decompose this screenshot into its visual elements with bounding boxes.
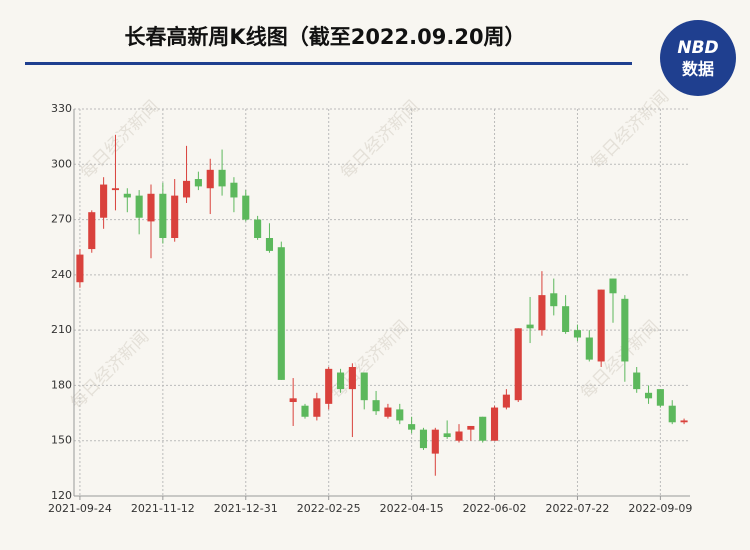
candle-body: [123, 193, 131, 198]
candle-body: [206, 169, 214, 189]
candle-body: [656, 389, 664, 406]
candle-body: [419, 429, 428, 449]
candle-body: [218, 169, 226, 187]
candle-body: [242, 195, 250, 220]
candle-body: [76, 254, 84, 283]
candle-body: [514, 328, 522, 401]
logo: [660, 20, 736, 96]
candle-body: [265, 238, 274, 251]
y-tick-label: 270: [51, 213, 72, 226]
candle-body: [348, 367, 356, 390]
candle-body: [384, 407, 392, 417]
y-tick-label: 210: [51, 323, 72, 336]
candle-body: [609, 278, 617, 294]
candle-body: [325, 368, 333, 404]
logo-text: NBD: [677, 38, 718, 58]
candle-body: [336, 372, 345, 390]
x-tick-label: 2022-07-22: [545, 502, 609, 515]
candle-body: [633, 372, 641, 390]
candle-body: [644, 392, 653, 399]
candle-body: [621, 298, 629, 362]
candle-body: [490, 407, 499, 441]
candle-body: [289, 398, 297, 403]
candle-body: [135, 195, 143, 218]
candle-body: [301, 405, 309, 417]
y-tick-label: 300: [51, 157, 72, 170]
y-tick-label: 120: [51, 489, 72, 502]
x-tick-label: 2022-09-09: [628, 502, 692, 515]
candle-body: [171, 195, 179, 238]
candle-body: [550, 293, 558, 307]
chart-title: 长春高新周K线图（截至2022.09.20周）: [124, 25, 525, 49]
candle-body: [562, 306, 570, 332]
candle-body: [360, 372, 368, 401]
candle-body: [502, 394, 510, 408]
candle-body: [680, 420, 688, 423]
candle-body: [277, 247, 285, 380]
x-tick-label: 2021-09-24: [48, 502, 112, 515]
x-tick-label: 2022-02-25: [297, 502, 361, 515]
candle-body: [431, 429, 439, 454]
candle-body: [111, 188, 120, 191]
candle-body: [372, 400, 380, 412]
x-tick-label: 2022-04-15: [380, 502, 444, 515]
candle-body: [467, 425, 475, 430]
candle-body: [573, 330, 582, 338]
candle-body: [668, 405, 676, 423]
candle-body: [443, 433, 451, 438]
candle-body: [254, 219, 262, 238]
candle-body: [182, 180, 191, 198]
logo-text: 数据: [682, 60, 714, 79]
candle-body: [194, 179, 202, 187]
candle-body: [159, 193, 167, 238]
candle-body: [479, 416, 487, 441]
y-tick-label: 150: [51, 434, 72, 447]
candle-body: [396, 409, 404, 421]
title-rule: [25, 62, 632, 65]
candle-body: [538, 295, 546, 331]
y-tick-label: 330: [51, 102, 72, 115]
x-tick-label: 2021-11-12: [131, 502, 195, 515]
candle-body: [230, 182, 238, 198]
candle-body: [100, 184, 108, 218]
y-tick-label: 240: [51, 268, 72, 281]
candle-body: [455, 431, 463, 441]
candle-body: [597, 289, 605, 362]
candle-body: [313, 398, 321, 417]
candle-body: [147, 193, 155, 222]
candle-body: [408, 424, 416, 430]
candle-body: [88, 212, 96, 250]
y-tick-label: 180: [51, 378, 72, 391]
x-tick-label: 2022-06-02: [463, 502, 527, 515]
x-tick-label: 2021-12-31: [214, 502, 278, 515]
candle-body: [585, 337, 593, 360]
candle-body: [526, 324, 534, 329]
